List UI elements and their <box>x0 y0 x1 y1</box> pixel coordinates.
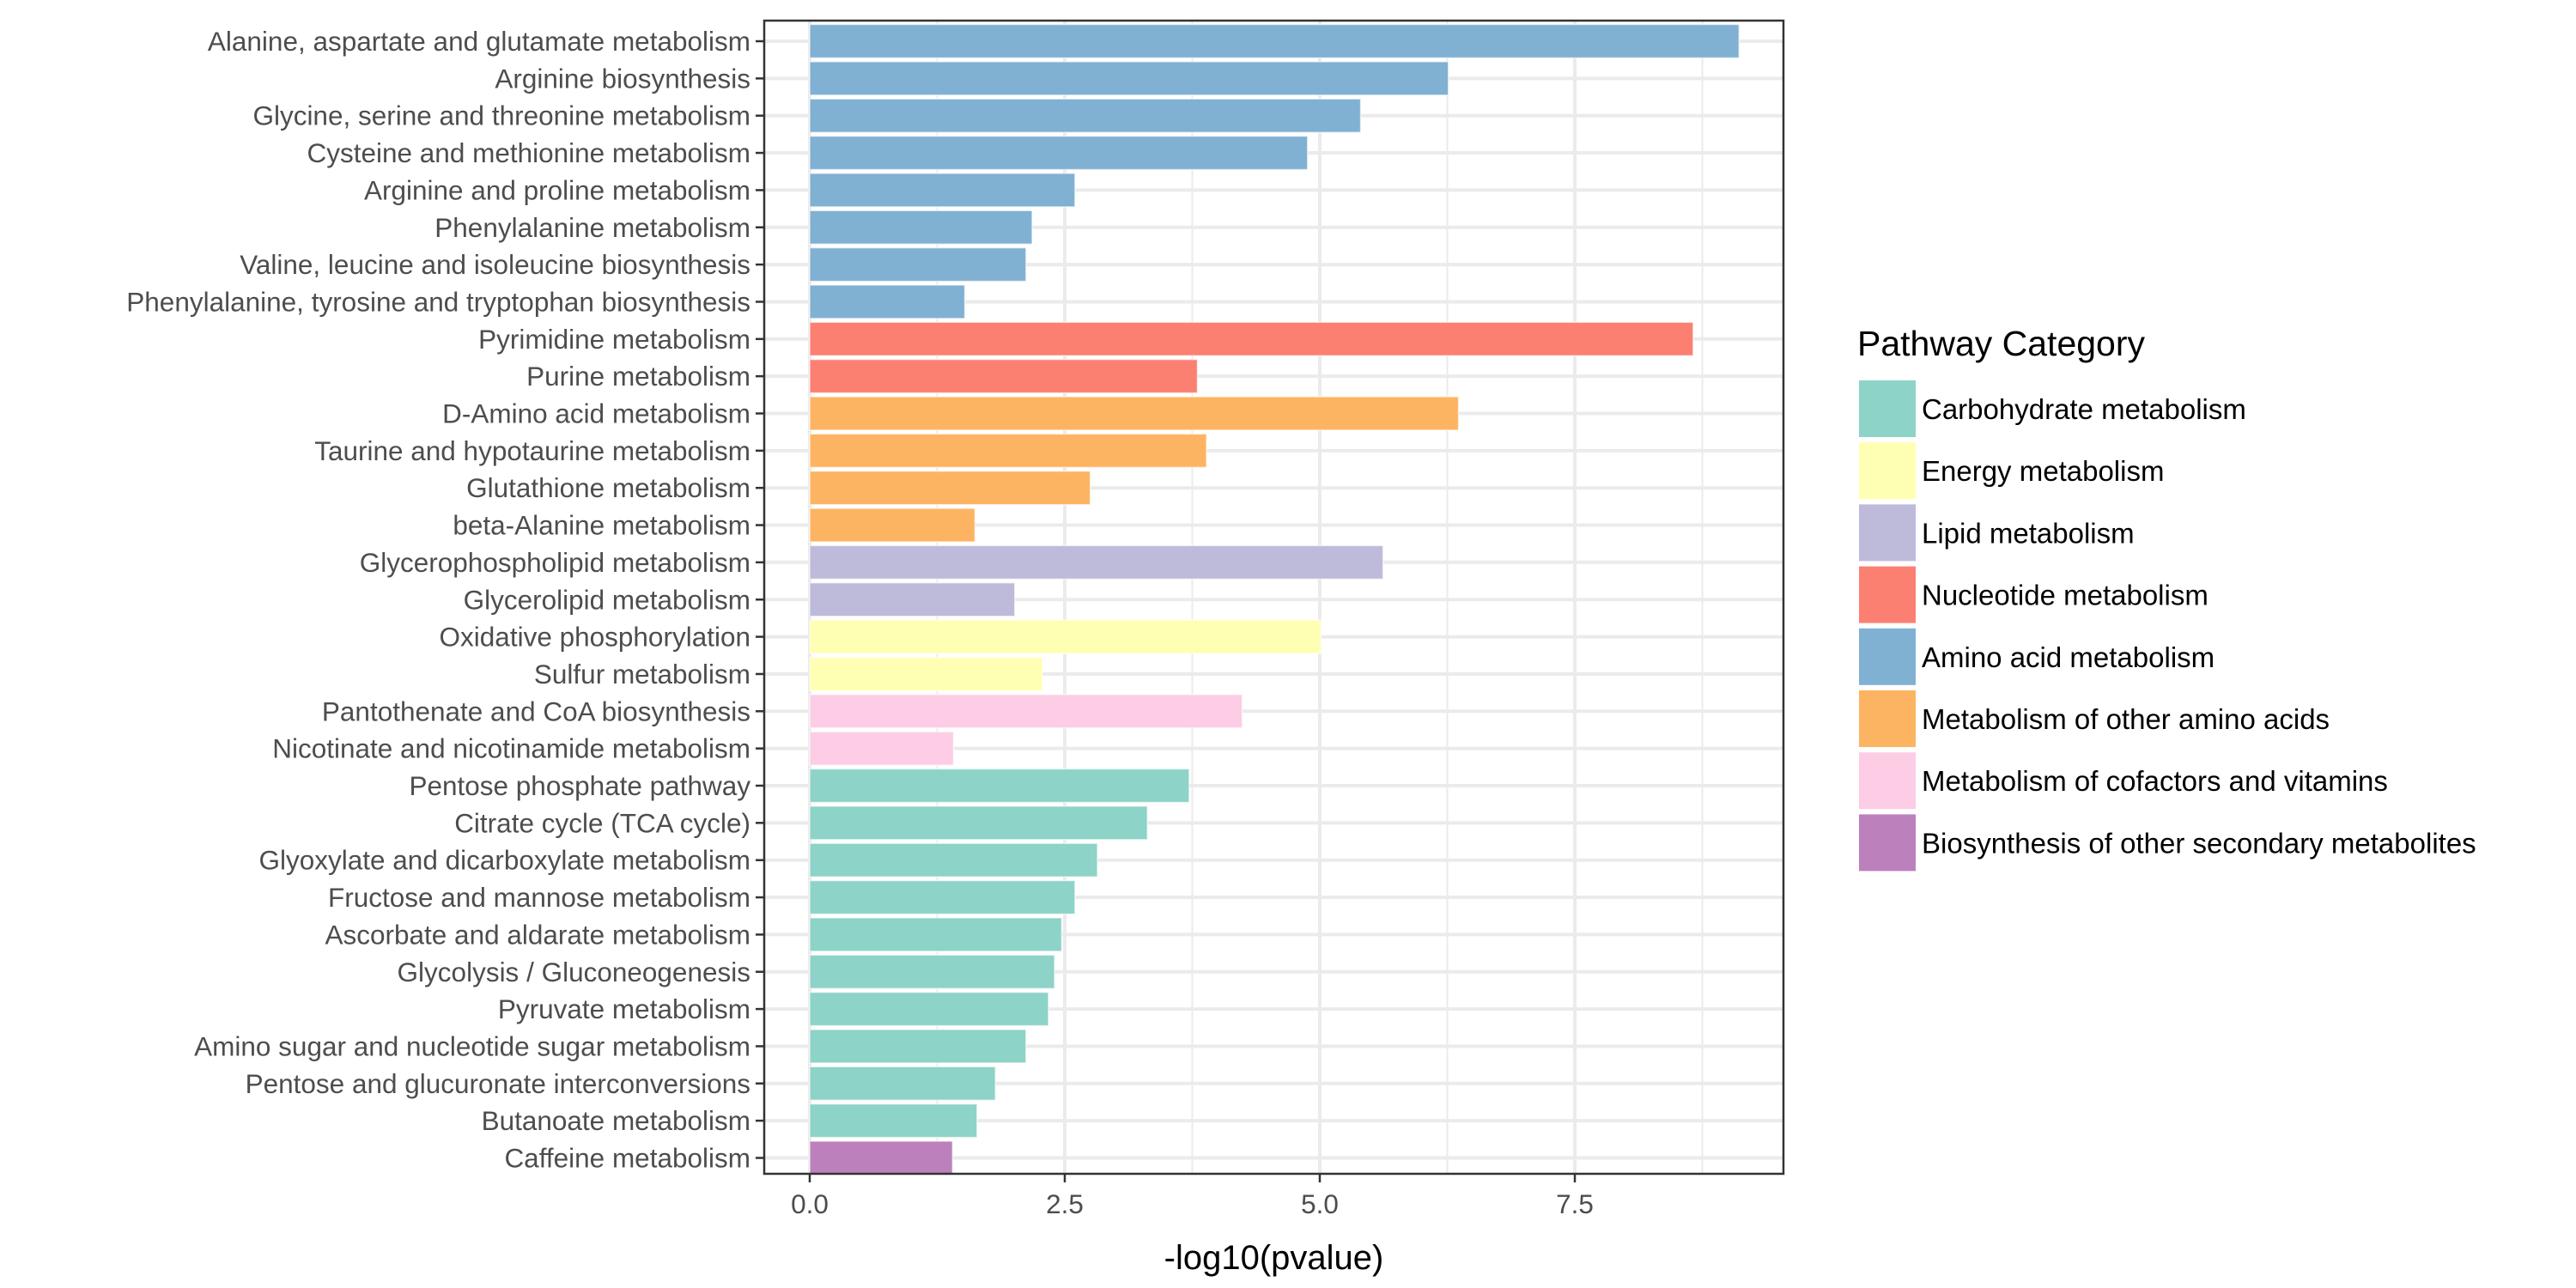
bar <box>809 210 1033 245</box>
bar <box>809 470 1091 506</box>
bar <box>809 805 1148 841</box>
bar <box>809 582 1016 617</box>
bar <box>809 991 1049 1027</box>
x-tick-label: 5.0 <box>1301 1188 1339 1219</box>
legend-swatch <box>1859 442 1916 500</box>
x-tick-label: 0.0 <box>791 1188 829 1219</box>
bar <box>809 246 1027 283</box>
legend: Pathway Category Carbohydrate metabolism… <box>1857 324 2476 872</box>
bar <box>809 1029 1027 1064</box>
bar <box>809 731 955 766</box>
panel-border <box>762 19 1785 1176</box>
bar <box>809 284 966 319</box>
y-tick-label: Glycerolipid metabolism <box>464 584 750 615</box>
y-tick-label: Amino sugar and nucleotide sugar metabol… <box>194 1030 750 1061</box>
y-tick-label: Arginine biosynthesis <box>495 63 750 94</box>
bar <box>809 358 1199 394</box>
legend-swatch <box>1859 504 1916 562</box>
y-tick-label: Pentose phosphate pathway <box>409 770 750 801</box>
bar <box>809 173 1076 208</box>
y-tick-label: Nicotinate and nicotinamide metabolism <box>272 733 750 764</box>
bar <box>809 768 1190 804</box>
y-tick-label: Taurine and hypotaurine metabolism <box>314 435 750 466</box>
y-tick-label: Sulfur metabolism <box>534 659 750 690</box>
bar <box>809 98 1362 133</box>
bar <box>809 694 1243 729</box>
y-tick-label: Citrate cycle (TCA cycle) <box>454 807 750 838</box>
y-tick-label: Purine metabolism <box>526 361 750 392</box>
y-tick-label: Alanine, aspartate and glutamate metabol… <box>208 26 750 57</box>
legend-title: Pathway Category <box>1857 324 2146 363</box>
legend-label: Nucleotide metabolism <box>1922 580 2208 611</box>
bar <box>809 1066 996 1102</box>
bar <box>809 61 1449 96</box>
bar <box>809 433 1207 469</box>
y-tick-label: Phenylalanine, tyrosine and tryptophan b… <box>126 286 750 317</box>
y-tick-label: Pentose and glucuronate interconversions <box>246 1068 750 1099</box>
legend-swatch <box>1859 752 1916 810</box>
y-tick-label: Butanoate metabolism <box>482 1105 750 1136</box>
x-axis: 0.0 2.5 5.0 7.5 <box>791 1174 1594 1219</box>
y-tick-label: Glycine, serine and threonine metabolism <box>252 100 750 131</box>
legend-label: Metabolism of cofactors and vitamins <box>1922 765 2388 797</box>
legend-swatch <box>1859 690 1916 747</box>
y-tick-label: Valine, leucine and isoleucine biosynthe… <box>240 249 750 280</box>
bar <box>809 507 976 543</box>
legend-swatch <box>1859 380 1916 437</box>
legend-label: Amino acid metabolism <box>1922 641 2215 673</box>
legend-label: Carbohydrate metabolism <box>1922 393 2246 425</box>
y-tick-label: Fructose and mannose metabolism <box>328 882 750 913</box>
bar <box>809 954 1055 989</box>
y-tick-label: Glyoxylate and dicarboxylate metabolism <box>258 845 750 876</box>
y-tick-label: Pyrimidine metabolism <box>478 324 750 355</box>
bar <box>809 917 1063 952</box>
bar <box>809 23 1741 59</box>
y-tick-label: Ascorbate and aldarate metabolism <box>325 919 750 950</box>
y-tick-label: Phenylalanine metabolism <box>434 212 750 243</box>
y-tick-label: beta-Alanine metabolism <box>453 510 750 541</box>
y-tick-label: Arginine and proline metabolism <box>364 174 750 205</box>
y-tick-label: Glutathione metabolism <box>466 472 750 503</box>
y-tick-label: Cysteine and methionine metabolism <box>307 137 750 168</box>
y-tick-label: Glycerophospholipid metabolism <box>360 547 750 578</box>
bar <box>809 396 1460 431</box>
legend-label: Energy metabolism <box>1922 455 2164 487</box>
bar <box>809 1103 978 1139</box>
y-tick-label: Glycolysis / Gluconeogenesis <box>398 957 750 987</box>
bar <box>809 1140 954 1176</box>
legend-swatch <box>1859 566 1916 623</box>
legend-label: Biosynthesis of other secondary metaboli… <box>1922 827 2476 859</box>
y-tick-label: Oxidative phosphorylation <box>440 622 750 653</box>
y-tick-label: Caffeine metabolism <box>504 1143 750 1174</box>
y-tick-label: D-Amino acid metabolism <box>442 398 750 429</box>
bar <box>809 656 1043 692</box>
y-axis: Alanine, aspartate and glutamate metabol… <box>126 26 764 1174</box>
legend-label: Metabolism of other amino acids <box>1922 703 2330 735</box>
bar <box>809 879 1076 915</box>
bars <box>809 23 1741 1176</box>
x-tick-label: 7.5 <box>1556 1188 1594 1219</box>
legend-swatch <box>1859 628 1916 685</box>
bar <box>809 135 1309 171</box>
x-tick-label: 2.5 <box>1046 1188 1084 1219</box>
bar <box>809 619 1321 654</box>
x-axis-title: -log10(pvalue) <box>1164 1239 1384 1277</box>
bar <box>809 544 1384 580</box>
legend-swatch <box>1859 814 1916 872</box>
bar <box>809 321 1694 357</box>
bar <box>809 842 1098 878</box>
legend-label: Lipid metabolism <box>1922 517 2135 549</box>
y-tick-label: Pyruvate metabolism <box>498 993 750 1024</box>
y-tick-label: Pantothenate and CoA biosynthesis <box>322 696 750 726</box>
